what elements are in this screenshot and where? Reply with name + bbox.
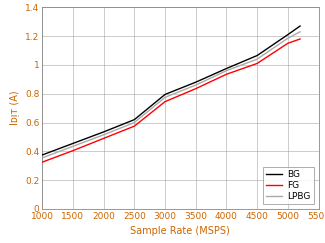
Line: LPBG: LPBG [42, 32, 300, 158]
LPBG [255, 58, 259, 61]
LPBG [102, 133, 106, 136]
BG [194, 81, 198, 84]
BG [102, 130, 106, 133]
Y-axis label: Iᴅᴉᴛ (A): Iᴅᴉᴛ (A) [9, 91, 20, 125]
FG [298, 37, 302, 40]
X-axis label: Sample Rate (MSPS): Sample Rate (MSPS) [131, 226, 230, 236]
FG [71, 149, 75, 152]
FG [163, 100, 167, 103]
FG [255, 62, 259, 65]
FG [286, 42, 290, 45]
Line: BG: BG [42, 26, 300, 155]
LPBG [194, 84, 198, 87]
BG [255, 54, 259, 57]
BG [40, 154, 44, 156]
BG [71, 142, 75, 145]
FG [40, 161, 44, 164]
FG [132, 125, 136, 128]
FG [225, 73, 228, 76]
Legend: BG, FG, LPBG: BG, FG, LPBG [263, 167, 314, 204]
LPBG [286, 37, 290, 40]
BG [163, 93, 167, 96]
Line: FG: FG [42, 39, 300, 162]
BG [298, 25, 302, 27]
LPBG [71, 145, 75, 148]
LPBG [132, 121, 136, 124]
BG [132, 118, 136, 121]
LPBG [225, 69, 228, 72]
FG [194, 87, 198, 90]
FG [102, 137, 106, 140]
LPBG [40, 156, 44, 159]
BG [225, 67, 228, 70]
BG [286, 33, 290, 36]
LPBG [163, 96, 167, 99]
LPBG [298, 30, 302, 33]
